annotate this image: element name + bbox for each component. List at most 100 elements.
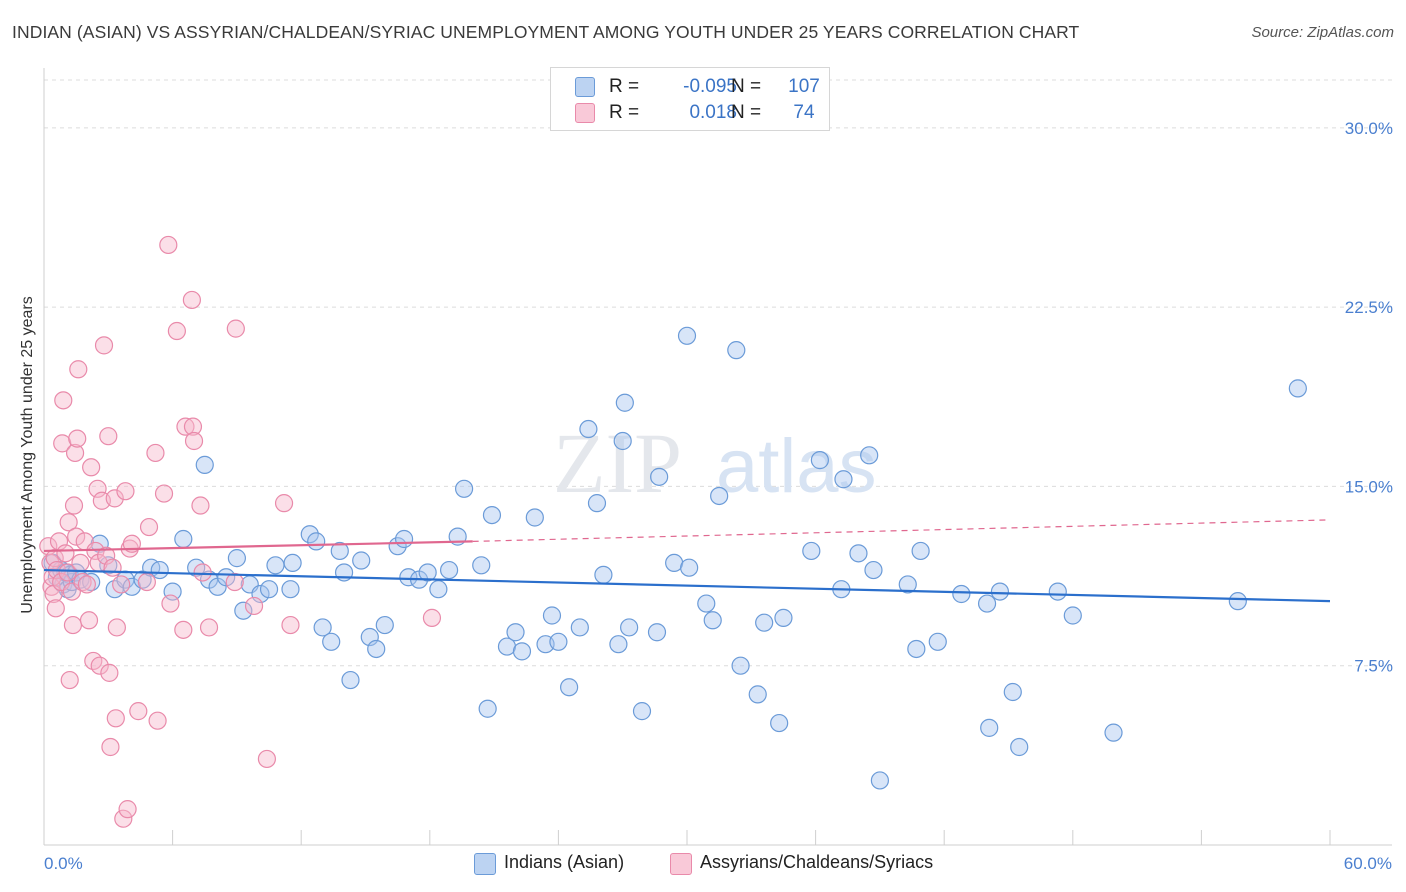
assyrian-point	[88, 479, 107, 498]
y-tick-label: 22.5%	[1345, 298, 1393, 317]
watermark-zip: ZIP	[553, 415, 682, 511]
assyrian-point	[174, 620, 193, 639]
indian-point	[418, 563, 437, 582]
indian-point	[330, 541, 349, 561]
indian-point	[472, 556, 491, 575]
assyrian-point	[99, 427, 118, 446]
indian-point	[613, 431, 632, 451]
x-tick-label: 0.0%	[44, 854, 83, 873]
indian-point	[587, 494, 607, 513]
assyrian-point	[118, 800, 137, 819]
indian-point	[748, 685, 767, 704]
watermark: ZIP atlas	[553, 415, 877, 511]
indian-point	[375, 615, 394, 635]
assyrian-point	[257, 749, 277, 769]
indian-point	[731, 656, 750, 675]
indian-point	[650, 467, 669, 486]
indian-point	[283, 553, 302, 573]
indian-point	[1104, 723, 1123, 742]
indian-point	[632, 702, 652, 721]
indian-point	[300, 525, 319, 544]
assyrian-point	[100, 663, 119, 682]
indian-point	[506, 623, 525, 642]
assyrian-point	[42, 577, 61, 596]
assyrian-point	[114, 809, 133, 828]
indian-point	[680, 558, 699, 577]
assyrian-point	[56, 544, 75, 563]
indian-point	[1063, 606, 1082, 625]
indian-point	[322, 632, 341, 651]
assyrian-point	[116, 482, 135, 501]
assyrian-point	[183, 417, 203, 436]
indian-point	[512, 642, 532, 661]
assyrian-point	[129, 702, 148, 721]
assyrian-point	[105, 489, 124, 508]
assyrian-point	[137, 572, 156, 592]
legend-n-label: N =	[731, 102, 762, 123]
indian-point	[313, 618, 332, 637]
indian-point	[579, 419, 598, 439]
legend-r-value: -0.095	[683, 76, 737, 97]
indian-point	[150, 560, 169, 580]
assyrian-point	[59, 513, 78, 532]
assyrian-point	[281, 615, 300, 635]
assyrian-point	[193, 563, 212, 582]
indian-point	[281, 580, 300, 599]
indian-point	[478, 699, 497, 718]
legend-r-label: R =	[609, 102, 640, 123]
indian-point	[234, 601, 253, 620]
legend-r-label: R =	[609, 76, 640, 97]
indian-point	[774, 608, 793, 627]
tick-labels: 7.5% 15.0% 22.5% 30.0% 0.0% 60.0%	[44, 119, 1393, 873]
indian-point	[620, 618, 639, 637]
indian-point	[810, 451, 829, 470]
indian-point	[677, 326, 697, 345]
indian-point	[217, 568, 236, 587]
indian-point	[647, 623, 667, 642]
correlation-legend: R = -0.095 N = 107 R = 0.018 N = 74	[550, 67, 830, 131]
indian-point	[1288, 379, 1307, 398]
y-tick-label: 7.5%	[1354, 657, 1393, 676]
assyrian-point	[65, 443, 85, 463]
assyrian-point	[101, 737, 120, 757]
indian-point	[665, 553, 684, 573]
indian-point	[307, 532, 326, 551]
indian-point	[952, 584, 971, 604]
assyrian-point	[244, 596, 264, 616]
indian-point	[977, 594, 997, 613]
indian-point	[560, 678, 579, 697]
assyrian-point	[103, 558, 122, 577]
assyrian-point	[68, 429, 87, 448]
assyrian-point	[225, 572, 244, 592]
assyrian-point	[58, 563, 77, 582]
assyrian-point	[148, 711, 167, 730]
legend-n-value: 74	[793, 102, 815, 123]
indian-point	[928, 632, 947, 651]
assyrian-point	[64, 496, 84, 515]
indian-point	[898, 575, 917, 594]
legend-n-label: N =	[731, 76, 762, 97]
legend-label-indians: Indians (Asian)	[504, 852, 625, 872]
indian-point	[864, 560, 883, 580]
indian-point	[727, 341, 746, 360]
axes	[43, 68, 1392, 846]
indian-point	[710, 486, 729, 506]
indian-point	[227, 549, 246, 568]
source-label: Source: ZipAtlas.com	[1251, 24, 1394, 41]
indian-point	[870, 771, 890, 790]
legend-label-assyrians: Assyrians/Chaldeans/Syriacs	[700, 852, 934, 872]
indian-point	[429, 580, 448, 599]
data-points	[39, 235, 1307, 828]
assyrian-point	[90, 656, 109, 675]
indian-point	[525, 508, 544, 527]
indian-point	[907, 639, 926, 659]
indian-point	[1048, 582, 1067, 601]
legend-r-value: 0.018	[689, 102, 737, 123]
indian-point	[755, 613, 774, 632]
legend-swatch-blue	[575, 77, 595, 97]
indian-point	[1003, 682, 1022, 702]
indian-point	[454, 479, 474, 498]
assyrian-point	[191, 496, 210, 515]
indian-point	[352, 551, 371, 570]
